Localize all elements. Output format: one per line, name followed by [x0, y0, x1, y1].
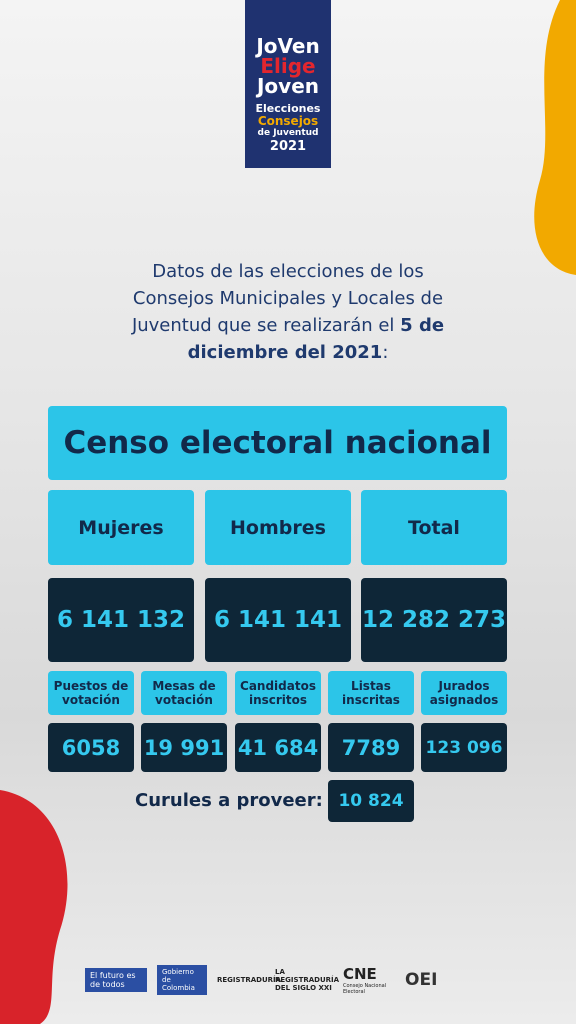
census-label: Mujeres — [48, 490, 194, 565]
stat-value: 41 684 — [235, 723, 321, 772]
intro: Datos de las elecciones de los Consejos … — [118, 258, 458, 366]
census-value: 6 141 132 — [48, 578, 194, 662]
census-value: 6 141 141 — [205, 578, 351, 662]
title: Censo electoral nacional — [48, 406, 507, 480]
footer-oei: OEI — [405, 970, 438, 990]
intro-text: Datos de las elecciones de los Consejos … — [131, 261, 444, 336]
stat-value: 19 991 — [141, 723, 227, 772]
census-label: Total — [361, 490, 507, 565]
logo-text: 2021 — [269, 139, 307, 154]
logo-text: Elecciones — [255, 102, 321, 115]
footer-cne: CNE — [343, 965, 377, 983]
stat-label: Candidatos inscritos — [235, 671, 321, 715]
stat-value: 6058 — [48, 723, 134, 772]
red-blob — [0, 790, 68, 1024]
footer: El futuro es de todos Gobierno de Colomb… — [85, 962, 495, 998]
logo-text: Consejos — [257, 114, 319, 128]
logo-text: JoVen — [256, 34, 320, 58]
census-label: Hombres — [205, 490, 351, 565]
stat-value: 123 096 — [421, 723, 507, 772]
stat-label: Jurados asignados — [421, 671, 507, 715]
seats-value: 10 824 — [328, 780, 414, 822]
footer-cne2: Consejo Nacional Electoral — [343, 983, 387, 995]
logo-text: de Juventud — [257, 128, 319, 138]
footer-reg: REGISTRADURÍA — [217, 976, 282, 984]
stat-label: Listas inscritas — [328, 671, 414, 715]
stat-label: Mesas de votación — [141, 671, 227, 715]
intro-date: 5 de diciembre del 2021 — [187, 315, 445, 363]
logo-text: Elige — [260, 54, 316, 78]
stat-label: Puestos de votación — [48, 671, 134, 715]
stat-value: 7789 — [328, 723, 414, 772]
intro-end: : — [382, 342, 389, 363]
footer-gov: El futuro es de todos — [85, 968, 147, 992]
footer-gov: Gobierno de Colombia — [157, 965, 207, 995]
logo: JoVen Elige Joven Elecciones Consejos de… — [245, 0, 331, 168]
orange-blob — [534, 0, 576, 275]
footer-reg2: LA REGISTRADURÍA DEL SIGLO XXI — [275, 968, 340, 992]
logo-text: Joven — [256, 74, 320, 98]
seats-label: Curules a proveer: — [135, 790, 323, 811]
census-value: 12 282 273 — [361, 578, 507, 662]
